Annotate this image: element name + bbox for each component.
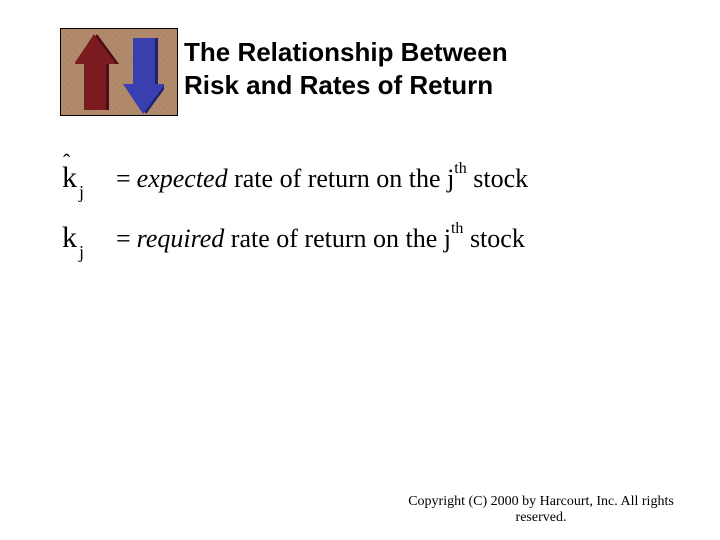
up-arrow-icon [75,34,119,110]
slide-header: The Relationship Between Risk and Rates … [0,0,720,116]
equation-text: expected rate of return on the jth stock [137,164,528,194]
eq-rest: rate of return on the j [224,224,451,253]
superscript-th: th [451,220,463,237]
equation-expected: ˆ kj = expected rate of return on the jt… [62,158,720,200]
equation-required: kj = required rate of return on the jth … [62,218,720,260]
equals-sign: = [110,224,137,254]
title-line-2: Risk and Rates of Return [184,70,493,100]
down-arrow-icon [120,38,164,114]
eq-rest: rate of return on the j [228,164,455,193]
equation-text: required rate of return on the jth stock [137,224,525,254]
arrows-icon [60,28,178,116]
symbol-k: kj [62,221,110,256]
symbol-k-hat: ˆ kj [62,161,110,196]
title-line-1: The Relationship Between [184,37,508,67]
copyright-notice: Copyright (C) 2000 by Harcourt, Inc. All… [386,494,696,526]
slide-title: The Relationship Between Risk and Rates … [178,28,508,101]
equations-block: ˆ kj = expected rate of return on the jt… [0,116,720,260]
superscript-th: th [454,160,466,177]
subscript-j: j [79,182,84,202]
emphasis-required: required [137,224,225,253]
subscript-j: j [79,242,84,262]
eq-tail: stock [467,164,528,193]
eq-tail: stock [463,224,524,253]
hat-accent: ˆ [63,149,70,175]
equals-sign: = [110,164,137,194]
emphasis-expected: expected [137,164,228,193]
symbol-k: k [62,221,77,254]
